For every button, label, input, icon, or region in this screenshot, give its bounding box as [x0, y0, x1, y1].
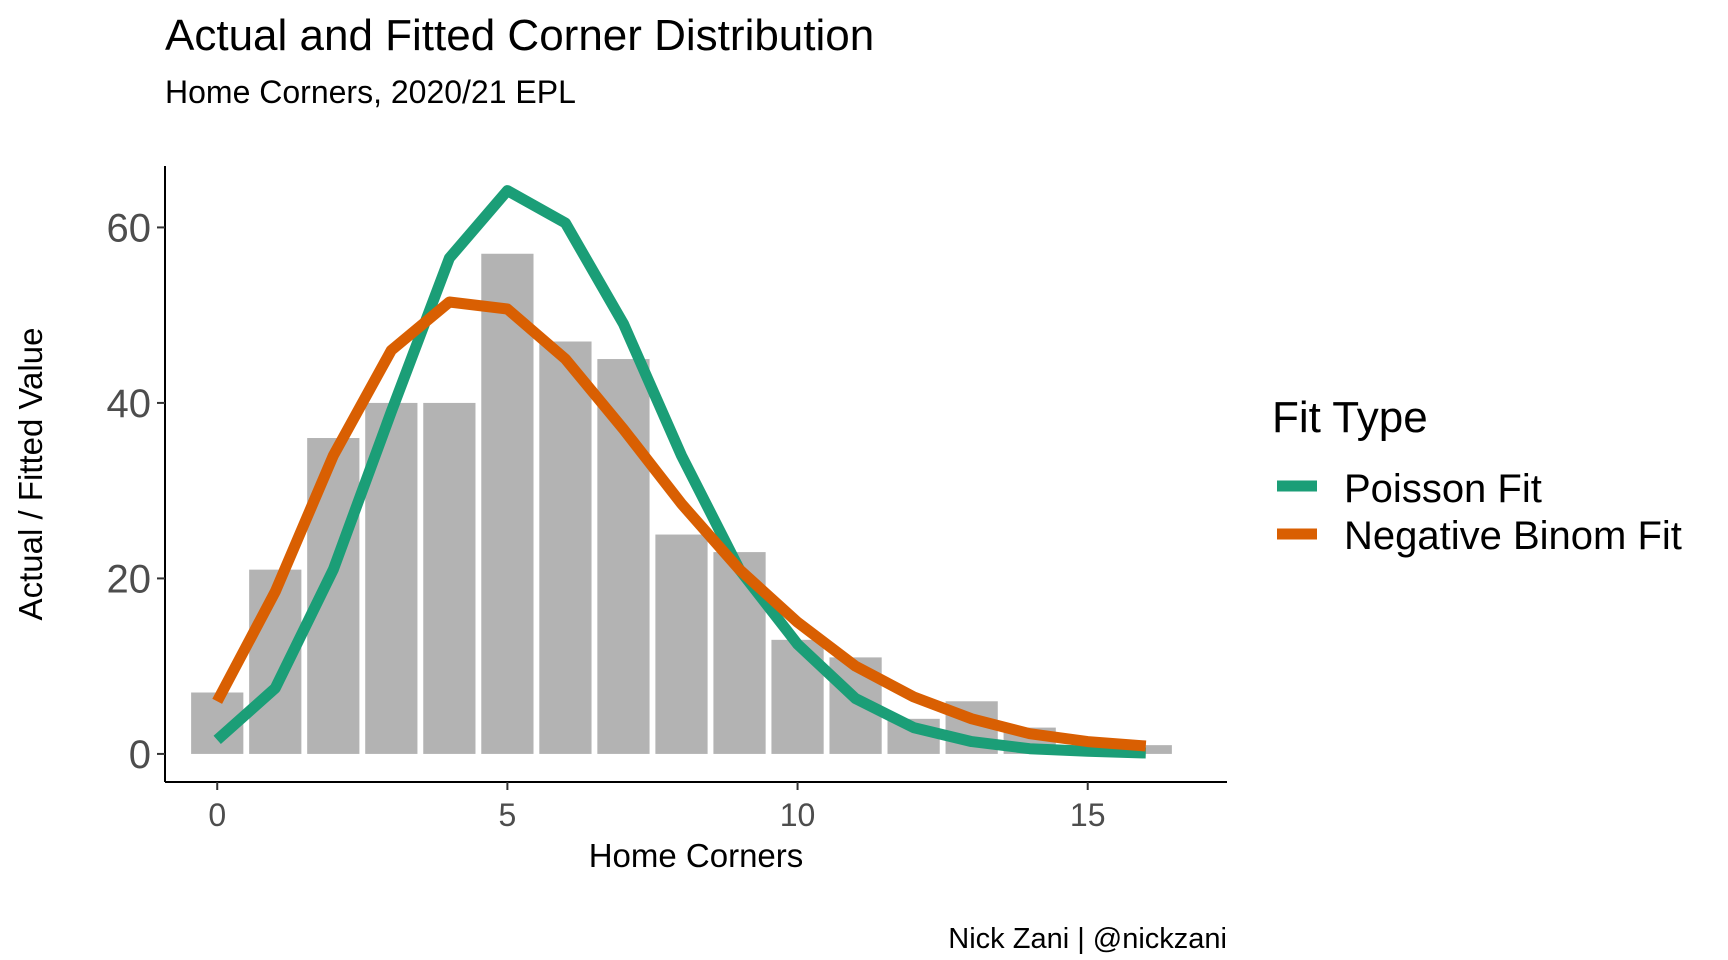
legend-label-poisson: Poisson Fit	[1344, 467, 1542, 511]
bars-layer	[191, 253, 1172, 754]
bar-5	[481, 253, 534, 754]
chart-subtitle: Home Corners, 2020/21 EPL	[165, 74, 576, 110]
x-ticks: 0 5 10 15	[208, 782, 1106, 833]
y-tick-label-20: 20	[107, 557, 152, 601]
x-tick-label-10: 10	[780, 797, 816, 833]
legend-label-negative-binom: Negative Binom Fit	[1344, 514, 1682, 558]
bar-4	[423, 402, 476, 754]
x-tick-label-15: 15	[1070, 797, 1106, 833]
series-line-poisson	[213, 185, 1146, 759]
lines-layer	[212, 185, 1147, 759]
legend: Fit Type Poisson Fit Negative Binom Fit	[1272, 393, 1682, 558]
y-tick-label-0: 0	[129, 733, 151, 777]
x-tick-label-5: 5	[498, 797, 516, 833]
bar-6	[539, 341, 592, 754]
chart-title: Actual and Fitted Corner Distribution	[165, 11, 874, 60]
bar-8	[655, 534, 708, 754]
legend-title: Fit Type	[1272, 393, 1428, 442]
y-axis-title: Actual / Fitted Value	[12, 328, 49, 621]
x-tick-label-0: 0	[208, 797, 226, 833]
y-tick-label-40: 40	[107, 382, 152, 426]
bar-7	[597, 359, 650, 754]
chart-caption: Nick Zani | @nickzani	[948, 923, 1227, 955]
y-ticks: 0 20 40 60	[107, 206, 165, 777]
x-axis-title: Home Corners	[589, 837, 804, 874]
y-tick-label-60: 60	[107, 206, 152, 250]
series-line-negative-binom	[212, 296, 1147, 752]
